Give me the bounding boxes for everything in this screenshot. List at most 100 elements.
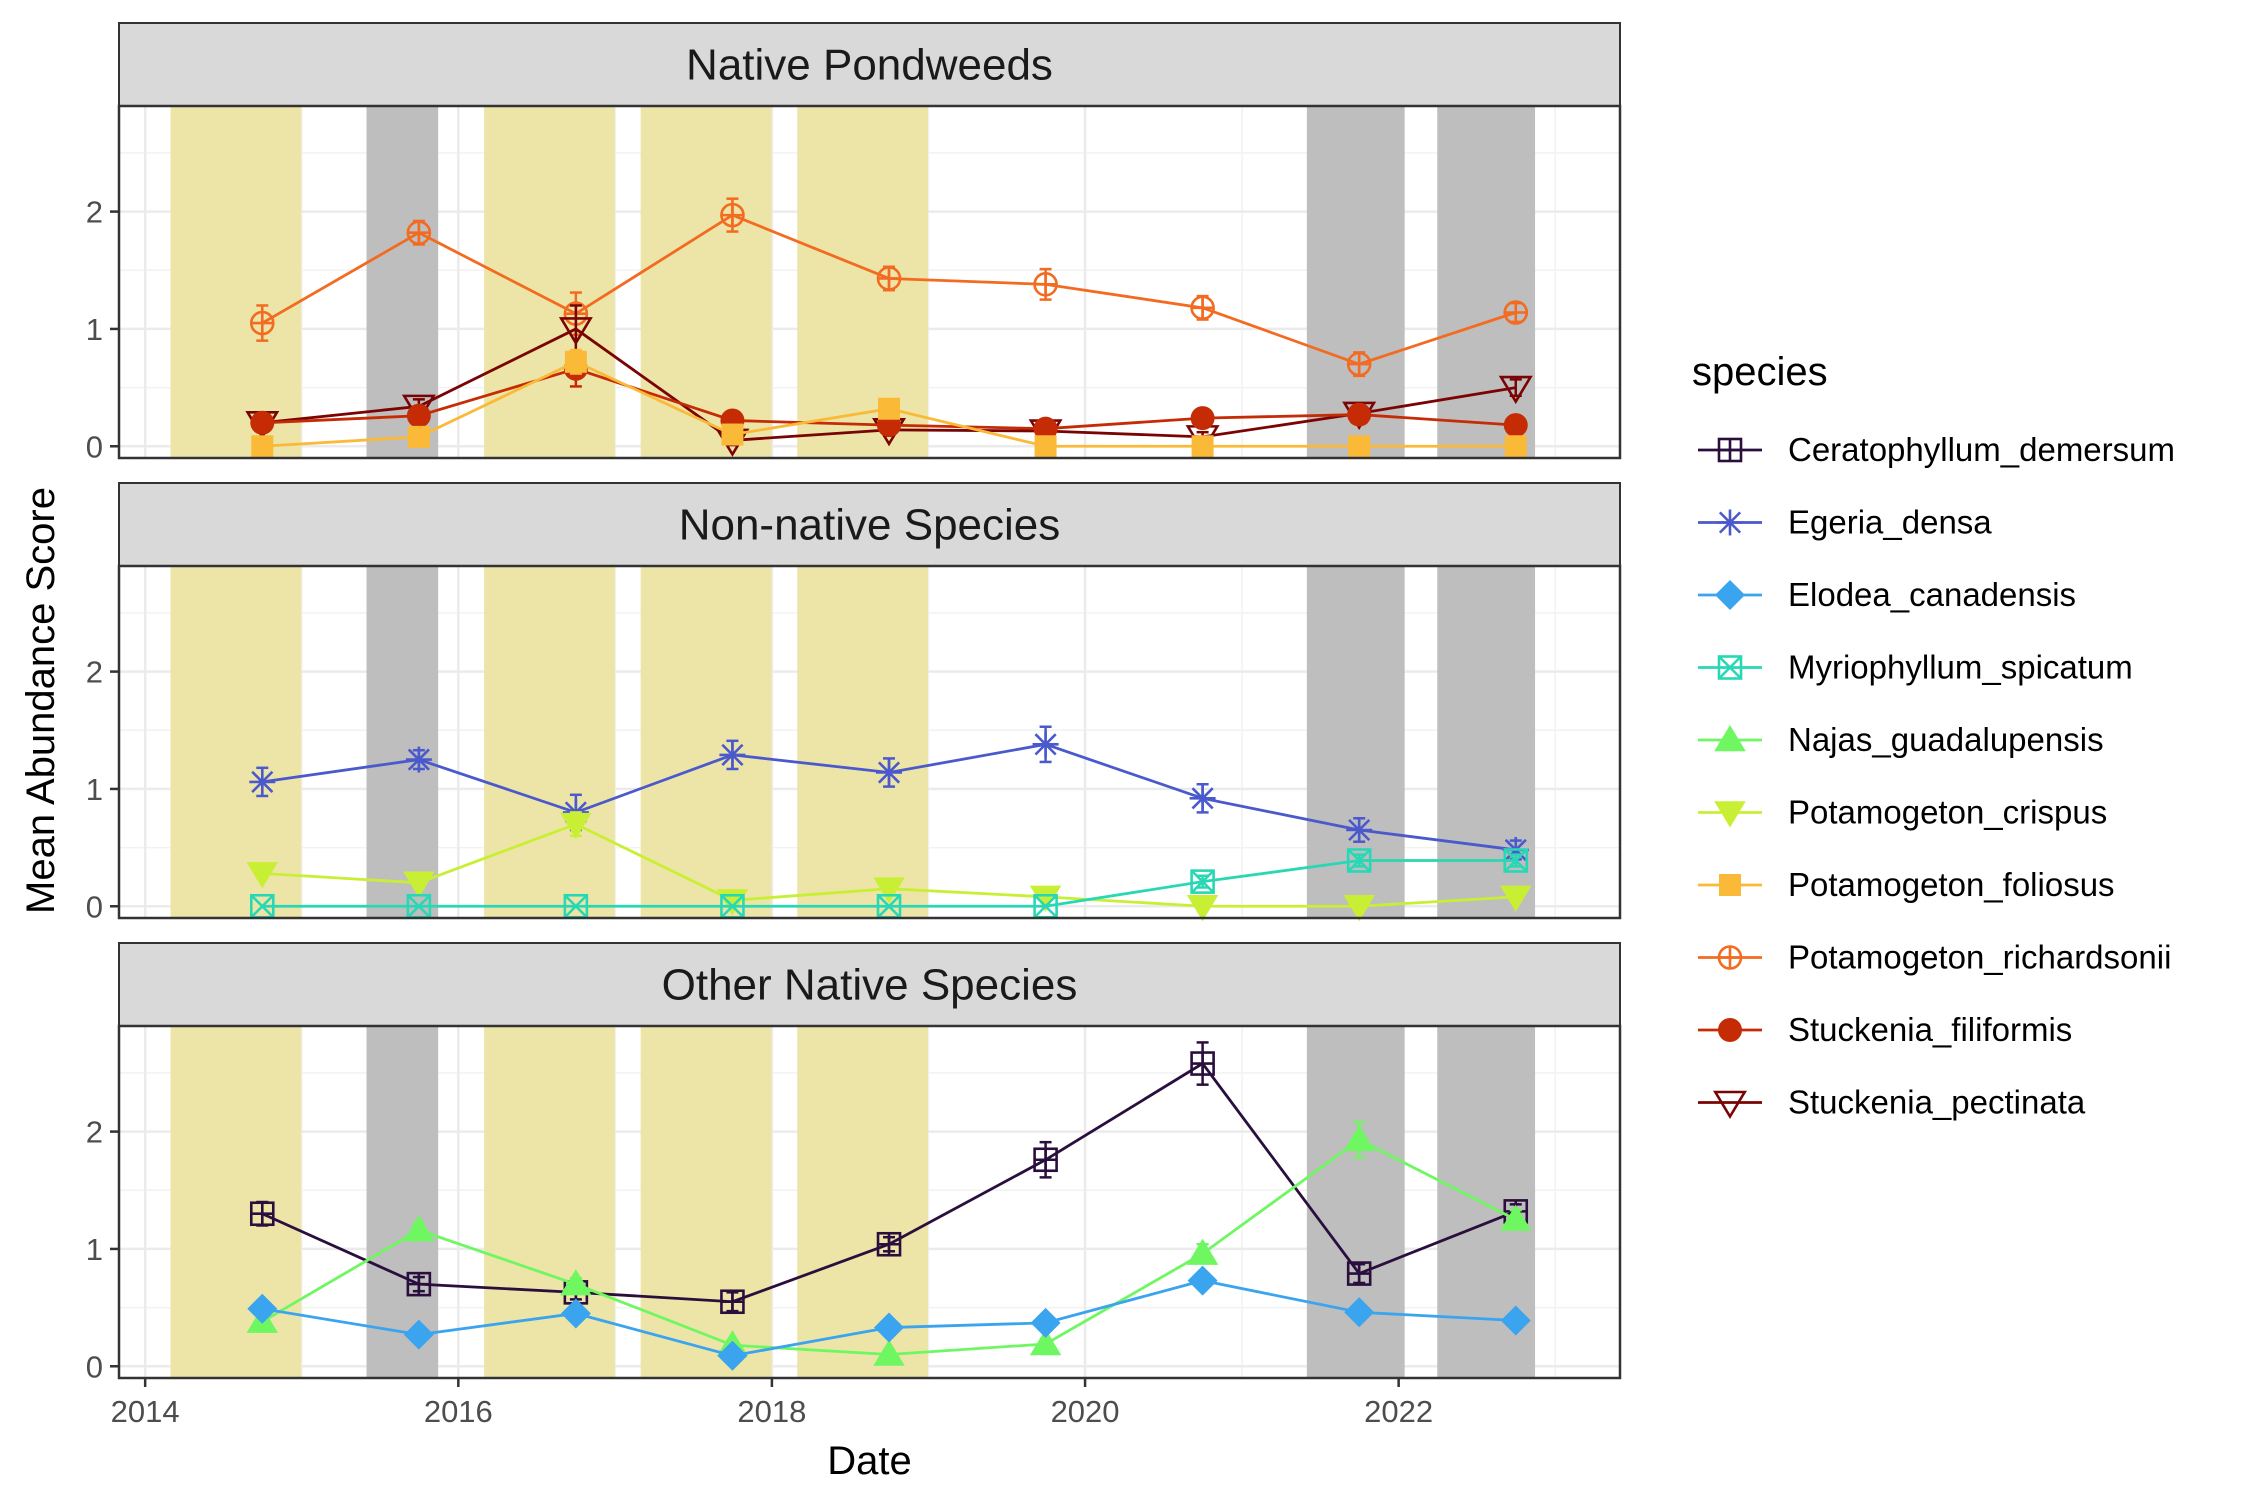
marker-triangle-down <box>560 812 592 840</box>
series-Myriophyllum_spicatum <box>249 848 1529 919</box>
x-tick-label: 2016 <box>424 1394 493 1429</box>
marker-square-x <box>1346 848 1372 873</box>
panel-2: Other Native Species 0 1 2 2014 2016 2018 2020 2… <box>86 942 1622 1429</box>
marker-x-2 <box>720 894 745 919</box>
data-point <box>1504 435 1527 458</box>
data-point <box>1343 895 1375 922</box>
shaded-period <box>797 106 929 458</box>
y-tick-label: 1 <box>86 1232 103 1267</box>
data-point <box>1498 375 1533 405</box>
shaded-period <box>640 1026 772 1378</box>
y-tick-label: 2 <box>86 655 103 690</box>
series-Elodea_canadensis <box>247 1265 1531 1371</box>
data-point <box>1190 1051 1215 1076</box>
marker-asterisk-d2 <box>1034 733 1057 756</box>
x-tick-label: 2014 <box>111 1394 180 1429</box>
data-point <box>560 1298 591 1329</box>
marker-square <box>1191 435 1214 458</box>
legend-label: Potamogeton_foliosus <box>1788 866 2115 903</box>
marker-diamond <box>560 1298 591 1329</box>
data-point <box>874 1312 905 1343</box>
marker-triangle-down <box>403 871 435 898</box>
data-point <box>406 403 431 428</box>
shaded-period <box>484 566 615 918</box>
data-point <box>1346 1261 1372 1286</box>
shaded-period <box>797 566 929 918</box>
shaded-period <box>640 106 772 458</box>
marker-square <box>407 425 430 448</box>
marker-triangle-down-open <box>1498 375 1533 405</box>
data-point <box>1186 895 1219 922</box>
panel-title: Other Native Species <box>662 961 1078 1010</box>
marker-diamond <box>247 1293 278 1324</box>
legend-item: Potamogeton_crispus <box>1698 794 2107 831</box>
legend-label: Myriophyllum_spicatum <box>1788 649 2133 686</box>
marker-circle <box>406 403 431 428</box>
y-tick-label: 2 <box>86 1115 103 1150</box>
marker-triangle-up <box>1500 1204 1532 1231</box>
data-point <box>1500 1204 1532 1231</box>
legend-key-marker <box>1714 725 1746 752</box>
marker-x-2 <box>563 894 588 919</box>
legend-key-marker <box>1717 655 1743 680</box>
legend-key-marker <box>1717 945 1743 970</box>
marker-triangle-down <box>1500 885 1532 912</box>
series-Potamogeton_crispus <box>246 811 1532 922</box>
shaded-period <box>1437 106 1536 458</box>
data-point <box>1030 1307 1061 1338</box>
data-point <box>720 202 745 228</box>
shaded-period <box>797 1026 929 1378</box>
marker-x-2 <box>1503 848 1528 873</box>
marker-square <box>1719 874 1741 896</box>
data-point <box>1034 435 1057 458</box>
marker-square-x <box>1503 848 1529 873</box>
legend-key-marker <box>1714 801 1746 828</box>
shaded-period <box>1306 1026 1405 1378</box>
data-point <box>1344 1297 1375 1328</box>
data-point <box>1503 300 1529 325</box>
marker-square <box>564 350 587 373</box>
shaded-period <box>170 566 302 918</box>
data-point <box>1033 416 1058 441</box>
panel-0: Native Pondweeds 0 1 2 <box>86 22 1622 464</box>
marker-asterisk-d2 <box>1348 818 1371 842</box>
data-point <box>564 350 587 373</box>
marker-x-2 <box>1033 894 1058 919</box>
legend-key-marker <box>1713 1090 1747 1120</box>
legend-item: Ceratophyllum_demersum <box>1698 431 2175 468</box>
data-point <box>560 812 592 840</box>
marker-asterisk-d2 <box>251 770 274 793</box>
data-point <box>1503 848 1529 873</box>
marker-square <box>251 435 274 458</box>
data-point <box>249 768 276 795</box>
data-point <box>250 410 275 435</box>
marker-asterisk-d2 <box>1191 787 1214 810</box>
data-point <box>878 397 901 420</box>
marker-triangle-up <box>1343 1124 1375 1152</box>
marker-triangle-up <box>1029 1328 1062 1356</box>
data-point <box>403 1215 435 1242</box>
data-point <box>1186 1238 1219 1265</box>
legend-key-marker <box>1717 509 1743 536</box>
panel-strip <box>118 22 1621 107</box>
marker-x-2 <box>250 894 275 919</box>
marker-diamond <box>874 1312 905 1343</box>
marker-x-2 <box>1718 655 1742 680</box>
data-point <box>1029 885 1062 912</box>
data-point <box>1500 885 1532 912</box>
marker-triangle-up <box>403 1215 435 1242</box>
marker-circle <box>1503 413 1528 438</box>
panel-strip <box>118 482 1621 567</box>
marker-diamond <box>1500 1305 1531 1336</box>
legend-item: Stuckenia_filiformis <box>1698 1011 2072 1048</box>
data-point <box>1032 731 1059 758</box>
data-point <box>249 310 275 336</box>
data-point <box>1346 817 1373 843</box>
legend-label: Stuckenia_filiformis <box>1788 1011 2072 1048</box>
data-point <box>406 1271 432 1297</box>
shaded-period <box>484 106 615 458</box>
marker-square-x <box>1190 869 1215 894</box>
data-point <box>1346 351 1372 377</box>
marker-diamond <box>1344 1297 1375 1328</box>
data-point <box>246 862 279 889</box>
